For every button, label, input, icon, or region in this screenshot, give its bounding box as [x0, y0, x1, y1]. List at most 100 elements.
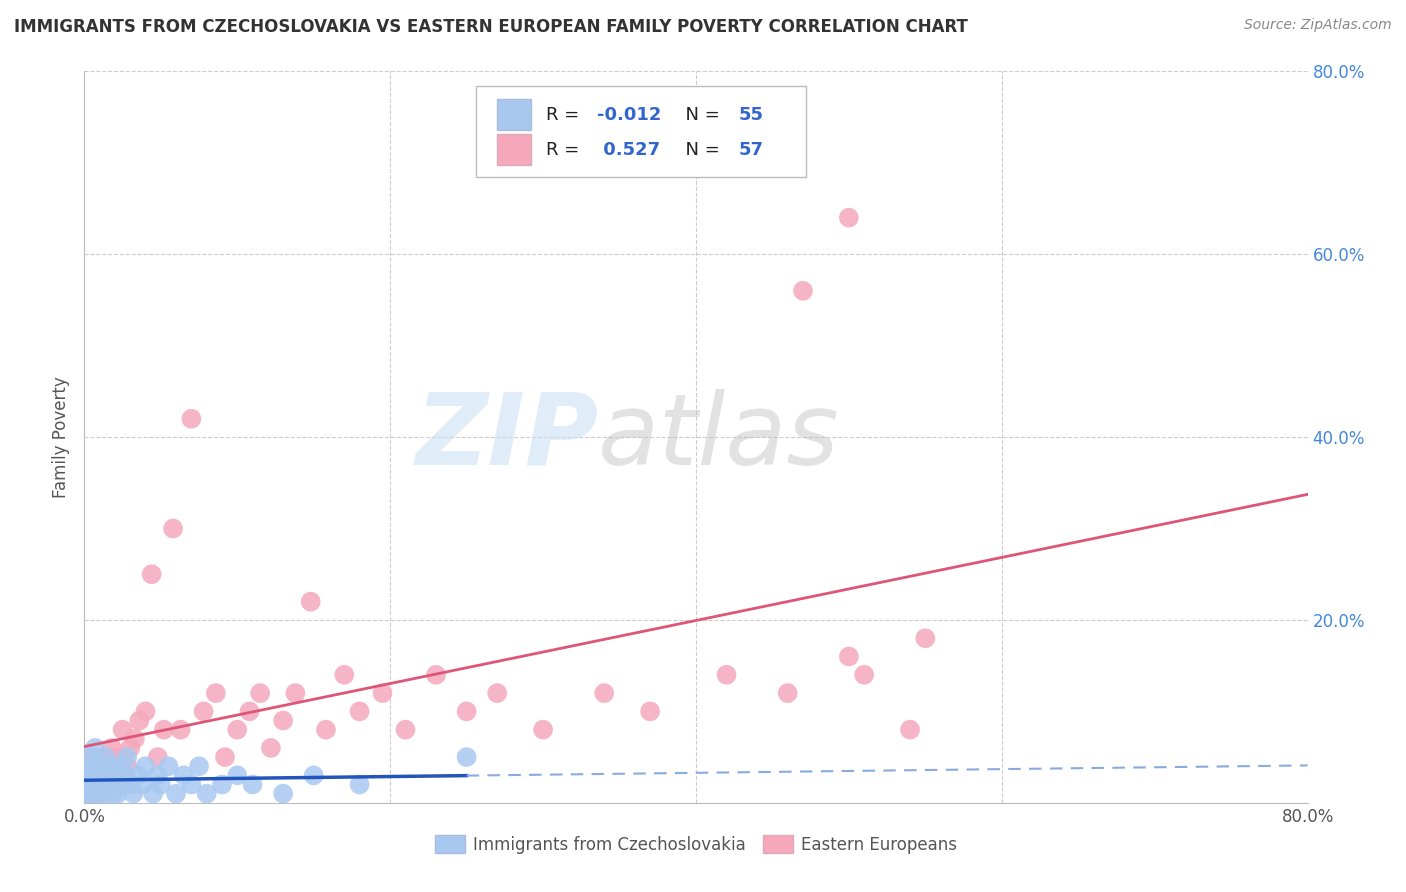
Point	[153, 723, 176, 737]
Point	[165, 787, 187, 801]
Text: 0.527: 0.527	[598, 141, 659, 159]
Point	[838, 211, 860, 225]
Point	[349, 778, 371, 792]
Point	[638, 705, 661, 719]
Point	[79, 759, 101, 773]
Text: N =: N =	[673, 141, 725, 159]
Point	[193, 705, 215, 719]
Point	[94, 750, 117, 764]
Text: 55: 55	[738, 105, 763, 123]
Point	[98, 778, 121, 792]
Point	[214, 750, 236, 764]
Text: 57: 57	[738, 141, 763, 159]
Point	[111, 778, 134, 792]
Point	[104, 768, 127, 782]
Point	[120, 778, 142, 792]
Point	[94, 750, 117, 764]
Bar	[496, 135, 531, 165]
Text: atlas: atlas	[598, 389, 839, 485]
Point	[371, 686, 394, 700]
Point	[149, 778, 172, 792]
Point	[226, 768, 249, 782]
Point	[914, 632, 936, 646]
Point	[146, 750, 169, 764]
Point	[135, 705, 157, 719]
Point	[242, 778, 264, 792]
Point	[80, 787, 103, 801]
Point	[226, 723, 249, 737]
Point	[173, 768, 195, 782]
Point	[80, 768, 103, 782]
Point	[107, 787, 129, 801]
Point	[162, 521, 184, 535]
Point	[87, 759, 110, 773]
Point	[271, 787, 294, 801]
Point	[838, 649, 860, 664]
Point	[86, 778, 108, 792]
Point	[593, 686, 616, 700]
Point	[141, 567, 163, 582]
Point	[146, 768, 169, 782]
Point	[107, 750, 129, 764]
Point	[128, 714, 150, 728]
Y-axis label: Family Poverty: Family Poverty	[52, 376, 70, 498]
Point	[111, 723, 134, 737]
Point	[101, 740, 124, 755]
Point	[76, 759, 98, 773]
Point	[456, 705, 478, 719]
Point	[486, 686, 509, 700]
Point	[76, 768, 98, 782]
Point	[87, 768, 110, 782]
Point	[110, 759, 132, 773]
Point	[89, 778, 111, 792]
Point	[131, 778, 153, 792]
Text: N =: N =	[673, 105, 725, 123]
Point	[79, 778, 101, 792]
Point	[122, 787, 145, 801]
Point	[315, 723, 337, 737]
Text: R =: R =	[546, 141, 585, 159]
Point	[394, 723, 416, 737]
Point	[80, 787, 103, 801]
Point	[115, 750, 138, 764]
Point	[93, 778, 115, 792]
Text: R =: R =	[546, 105, 585, 123]
Point	[77, 787, 100, 801]
Point	[97, 768, 120, 782]
Point	[157, 759, 180, 773]
Point	[180, 412, 202, 426]
Legend: Immigrants from Czechoslovakia, Eastern Europeans: Immigrants from Czechoslovakia, Eastern …	[429, 829, 963, 860]
Text: ZIP: ZIP	[415, 389, 598, 485]
Point	[83, 759, 105, 773]
Point	[83, 778, 105, 792]
Point	[115, 759, 138, 773]
Point	[249, 686, 271, 700]
Point	[84, 740, 107, 755]
Point	[103, 787, 125, 801]
Point	[79, 750, 101, 764]
Point	[84, 778, 107, 792]
Point	[96, 787, 118, 801]
Point	[114, 768, 136, 782]
Point	[260, 740, 283, 755]
Point	[91, 768, 114, 782]
Point	[349, 705, 371, 719]
Point	[97, 759, 120, 773]
Point	[75, 787, 97, 801]
Bar	[496, 99, 531, 130]
Point	[77, 768, 100, 782]
Point	[333, 667, 356, 681]
Point	[188, 759, 211, 773]
FancyBboxPatch shape	[475, 86, 806, 178]
Text: IMMIGRANTS FROM CZECHOSLOVAKIA VS EASTERN EUROPEAN FAMILY POVERTY CORRELATION CH: IMMIGRANTS FROM CZECHOSLOVAKIA VS EASTER…	[14, 18, 967, 36]
Point	[75, 778, 97, 792]
Point	[89, 778, 111, 792]
Point	[776, 686, 799, 700]
Text: -0.012: -0.012	[598, 105, 661, 123]
Point	[89, 759, 111, 773]
Point	[716, 667, 738, 681]
Point	[104, 778, 127, 792]
Point	[77, 778, 100, 792]
Point	[101, 759, 124, 773]
Point	[83, 750, 105, 764]
